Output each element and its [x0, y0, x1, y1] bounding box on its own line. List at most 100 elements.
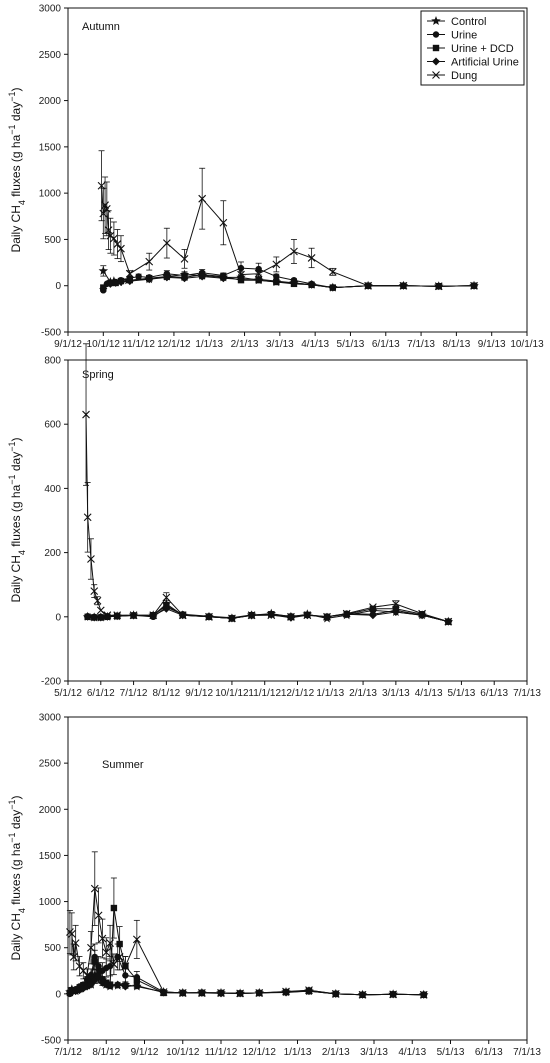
x-marker-stroke — [254, 269, 263, 278]
data-point — [113, 612, 122, 621]
x-tick-label: 1/1/13 — [195, 339, 223, 350]
legend-marker — [432, 31, 440, 38]
data-point — [287, 612, 295, 621]
data-point — [272, 260, 281, 269]
x-marker-stroke — [82, 410, 90, 419]
y-tick-label: 2000 — [39, 805, 62, 816]
data-point — [113, 611, 122, 620]
x-marker-stroke — [255, 989, 264, 997]
data-point — [342, 609, 351, 618]
data-point — [94, 973, 103, 982]
data-point — [364, 281, 373, 290]
x-tick-label: 7/1/13 — [513, 1047, 541, 1058]
data-point — [368, 611, 377, 620]
x-marker-stroke — [444, 617, 453, 626]
y-tick-label: 2500 — [39, 50, 62, 61]
data-point — [286, 613, 295, 622]
data-point — [90, 613, 99, 622]
x-tick-label: 4/1/13 — [415, 688, 443, 699]
legend-label: Control — [451, 16, 486, 28]
data-point — [369, 603, 377, 612]
data-point — [162, 273, 171, 282]
data-point — [113, 240, 122, 248]
chart-panel-summer: -500 0 500 1000 1500 2000 2500 3000 7/1/12 8/1/12… — [7, 713, 541, 1059]
y-tick-label: 1000 — [39, 897, 62, 908]
data-point — [391, 600, 400, 608]
data-point — [289, 278, 298, 287]
x-marker-stroke — [145, 257, 154, 266]
x-tick-label: 5/1/13 — [448, 688, 476, 699]
x-tick-label: 11/1/12 — [205, 1047, 238, 1058]
x-marker-stroke — [369, 603, 377, 612]
data-point — [217, 989, 225, 997]
x-marker-stroke — [198, 194, 207, 203]
legend-label: Artificial Urine — [451, 57, 519, 69]
data-point — [323, 612, 331, 621]
data-point — [82, 410, 90, 419]
x-marker-stroke — [117, 244, 125, 253]
y-axis-label-part: fluxes (g ha — [9, 484, 23, 550]
x-tick-label: 12/1/12 — [157, 339, 191, 350]
x-marker-stroke — [217, 989, 225, 997]
data-point — [83, 971, 92, 980]
x-tick-label: 4/1/13 — [398, 1047, 426, 1058]
x-tick-label: 12/1/12 — [243, 1047, 277, 1058]
y-tick-label: 400 — [44, 484, 61, 495]
x-marker-stroke — [303, 611, 312, 620]
x-marker-stroke — [364, 281, 373, 290]
x-marker-stroke — [236, 989, 245, 998]
data-point — [273, 273, 280, 280]
y-axis-label: Daily CH4 fluxes (g ha−1 day−1) — [7, 438, 27, 603]
data-point — [358, 990, 367, 999]
data-point — [90, 884, 99, 893]
series-line — [85, 414, 449, 623]
data-point — [110, 904, 118, 912]
x-tick-label: 6/1/13 — [475, 1047, 503, 1058]
legend-marker — [432, 44, 440, 52]
y-tick-label: 500 — [44, 943, 61, 954]
series-dung — [82, 343, 453, 626]
series-dung — [97, 150, 478, 291]
x-marker-stroke — [434, 282, 443, 291]
x-marker-stroke — [162, 593, 171, 602]
data-point — [113, 980, 122, 989]
data-point — [99, 209, 108, 218]
y-axis-label-part: ) — [9, 796, 23, 800]
y-tick-label: 2500 — [39, 759, 62, 770]
data-point — [159, 988, 168, 996]
x-marker-stroke — [328, 267, 337, 276]
y-axis-label: Daily CH4 fluxes (g ha−1 day−1) — [7, 88, 27, 253]
x-tick-label: 10/1/13 — [510, 339, 544, 350]
x-tick-label: 5/1/13 — [337, 339, 365, 350]
data-point — [162, 239, 171, 248]
panel-title: Autumn — [82, 21, 120, 33]
y-axis-label-part: −1 — [7, 92, 17, 102]
y-axis-label-part: day — [9, 102, 23, 125]
x-marker-stroke — [307, 254, 316, 262]
x-marker-stroke — [178, 611, 187, 620]
x-marker-stroke — [83, 513, 92, 522]
data-point — [219, 274, 228, 283]
legend-label: Urine — [451, 30, 477, 42]
x-marker-stroke — [93, 596, 102, 605]
x-marker-stroke — [104, 226, 113, 235]
x-tick-label: 8/1/12 — [92, 1047, 120, 1058]
x-tick-label: 8/1/12 — [152, 688, 180, 699]
y-axis-label-part: day — [9, 452, 23, 475]
y-axis-label-part: Daily CH — [9, 205, 23, 252]
data-point — [307, 280, 316, 289]
data-point — [93, 596, 102, 605]
x-marker-stroke — [102, 204, 111, 213]
data-point — [104, 226, 113, 235]
data-point — [290, 247, 298, 256]
x-tick-label: 9/1/12 — [131, 1047, 159, 1058]
data-point — [106, 962, 114, 970]
data-point — [255, 989, 264, 997]
x-tick-label: 11/1/12 — [248, 688, 281, 699]
x-marker-stroke — [219, 218, 228, 227]
y-axis-label-part: 4 — [17, 908, 27, 913]
y-tick-label: 0 — [55, 612, 61, 623]
data-point — [121, 962, 130, 971]
data-point — [254, 269, 263, 278]
